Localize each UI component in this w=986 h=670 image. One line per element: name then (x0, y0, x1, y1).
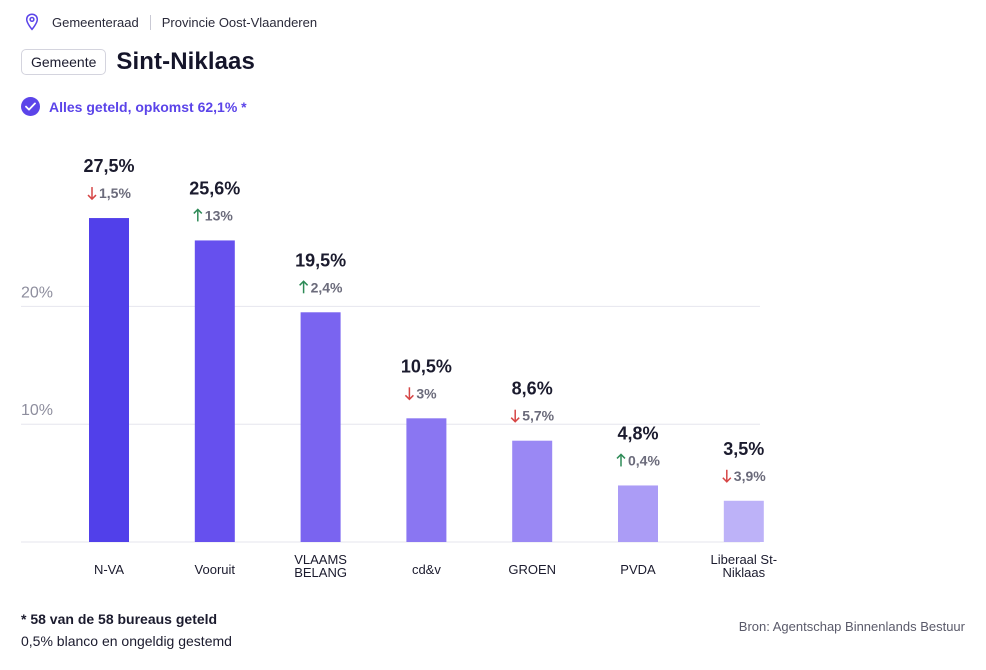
value-label: 27,5% (83, 156, 134, 176)
category-label: Vooruit (195, 562, 236, 577)
arrow-down-icon (722, 469, 732, 483)
footnote: * 58 van de 58 bureaus geteld 0,5% blanc… (21, 608, 232, 652)
value-label: 4,8% (617, 423, 658, 443)
bar (406, 418, 447, 542)
category-label: Niklaas (722, 565, 765, 580)
y-tick-label: 10% (21, 402, 53, 419)
category-label: PVDA (620, 562, 656, 577)
change-label: 3% (416, 385, 437, 401)
category-label: GROEN (508, 562, 556, 577)
bar (194, 240, 235, 542)
page-title: Sint-Niklaas (116, 48, 255, 75)
change-label: 2,4% (311, 279, 343, 295)
value-label: 8,6% (512, 379, 553, 399)
breadcrumb-level[interactable]: Gemeenteraad (52, 14, 139, 30)
municipality-badge: Gemeente (21, 49, 107, 75)
value-label: 3,5% (723, 439, 764, 459)
bureaus-counted-note: * 58 van de 58 bureaus geteld (21, 611, 218, 627)
source-note: Bron: Agentschap Binnenlands Bestuur (738, 619, 965, 634)
category-label: N-VA (94, 562, 124, 577)
category-label: BELANG (294, 565, 347, 580)
arrow-up-icon (299, 280, 309, 294)
change-label: 1,5% (99, 185, 131, 201)
value-label: 25,6% (189, 178, 240, 198)
results-bar-chart: 10% 20% 27,5% 1,5% N-VA 25,6% 13% Vooruit 19,5% 2… (21, 156, 777, 580)
check-circle-icon (21, 97, 40, 116)
bar (89, 218, 129, 543)
bar (300, 312, 341, 542)
location-pin-icon (24, 13, 40, 31)
blank-votes-note: 0,5% blanco en ongeldig gestemd (21, 633, 232, 649)
breadcrumb: Gemeenteraad Provincie Oost-Vlaanderen (24, 12, 317, 32)
arrow-down-icon (404, 387, 414, 401)
category-label: Liberaal St- (711, 552, 777, 567)
arrow-down-icon (510, 409, 520, 423)
count-status: Alles geteld, opkomst 62,1% * (21, 97, 247, 116)
value-label: 10,5% (401, 356, 452, 376)
arrow-down-icon (87, 187, 97, 201)
change-label: 5,7% (522, 408, 554, 424)
bar (512, 440, 553, 542)
value-label: 19,5% (295, 250, 346, 270)
breadcrumb-region[interactable]: Provincie Oost-Vlaanderen (161, 14, 318, 30)
category-label: cd&v (412, 562, 441, 577)
y-tick-label: 20% (21, 284, 53, 301)
change-label: 3,9% (734, 468, 766, 484)
bar (618, 485, 658, 542)
status-text: Alles geteld, opkomst 62,1% * (49, 98, 247, 115)
change-label: 0,4% (628, 452, 660, 468)
bar (723, 500, 764, 542)
breadcrumb-separator (149, 14, 151, 30)
change-label: 13% (205, 207, 234, 223)
arrow-up-icon (193, 208, 203, 222)
title-row: Gemeente Sint-Niklaas (21, 48, 255, 76)
category-label: VLAAMS (294, 552, 347, 567)
arrow-up-icon (616, 453, 626, 467)
